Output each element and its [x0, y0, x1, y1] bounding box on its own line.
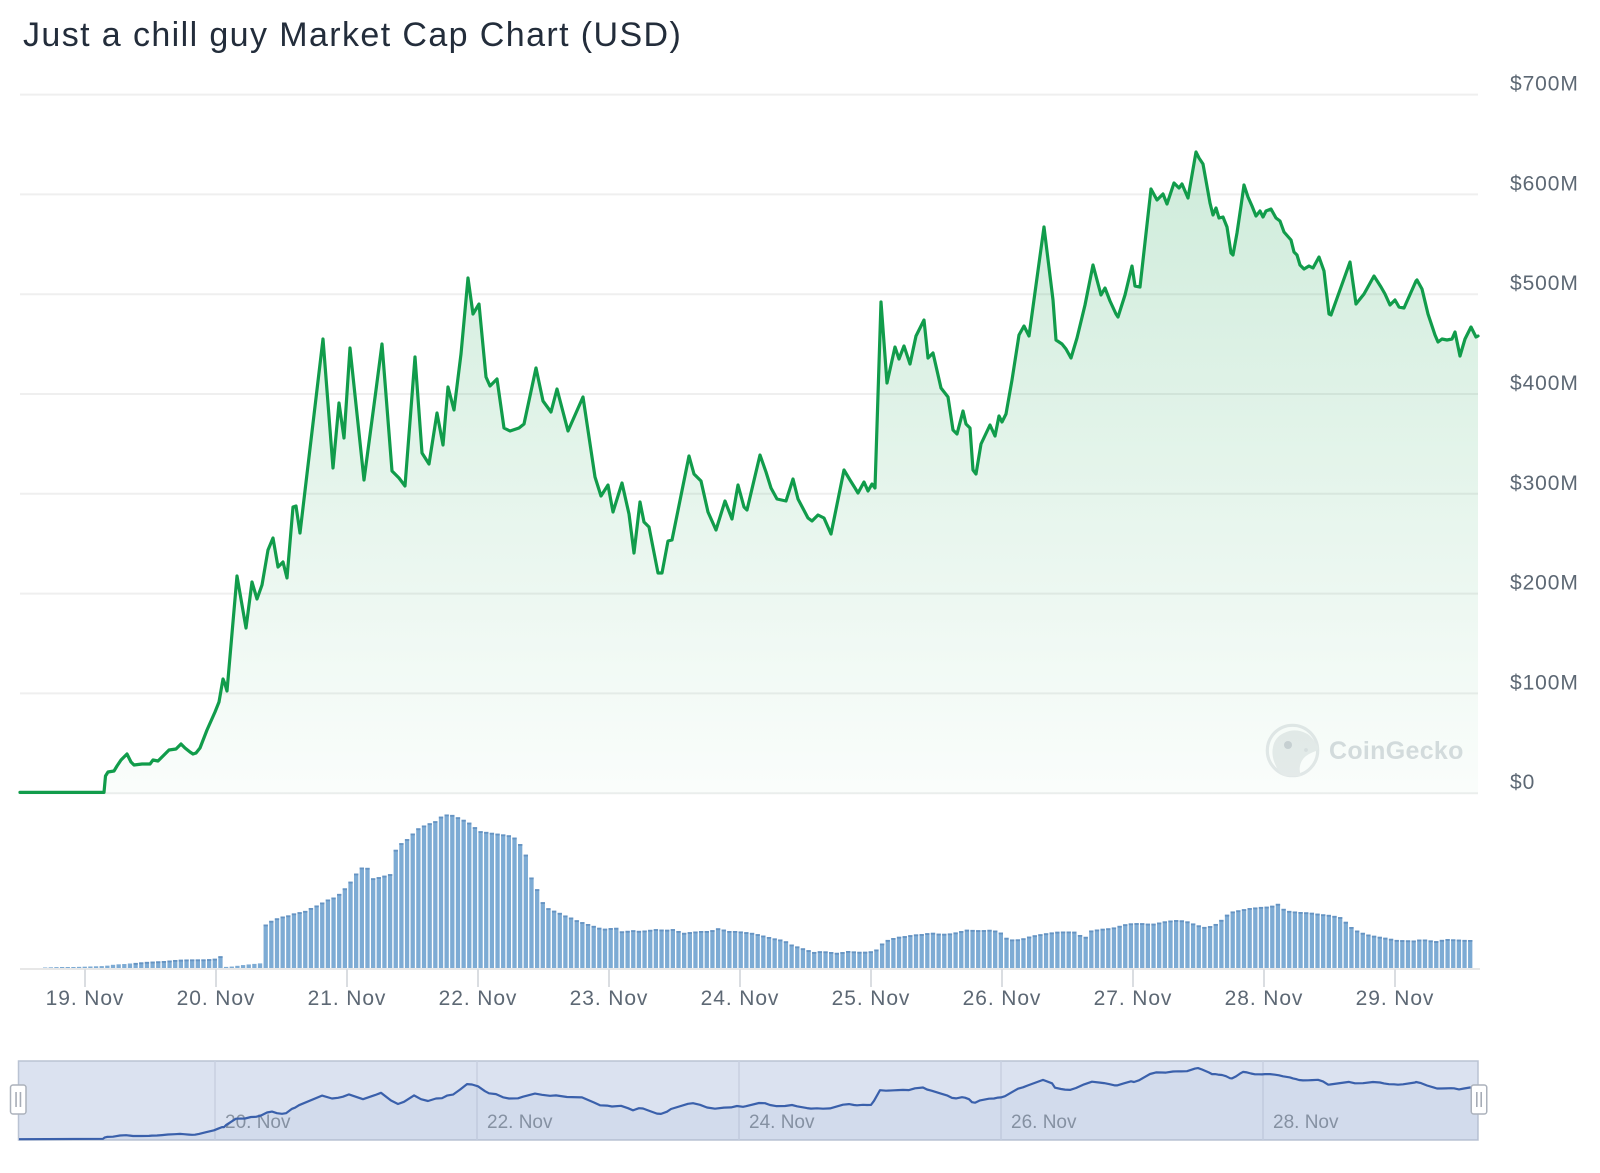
- svg-text:29. Nov: 29. Nov: [1356, 987, 1435, 1010]
- svg-text:28. Nov: 28. Nov: [1273, 1112, 1339, 1133]
- svg-text:20. Nov: 20. Nov: [225, 1112, 291, 1133]
- svg-text:22. Nov: 22. Nov: [487, 1112, 553, 1133]
- svg-text:24. Nov: 24. Nov: [701, 987, 780, 1010]
- svg-text:$500M: $500M: [1510, 272, 1579, 295]
- svg-text:$600M: $600M: [1510, 172, 1579, 195]
- svg-text:20. Nov: 20. Nov: [177, 987, 256, 1010]
- svg-text:21. Nov: 21. Nov: [308, 987, 387, 1010]
- svg-text:$700M: $700M: [1510, 73, 1579, 96]
- svg-text:26. Nov: 26. Nov: [963, 987, 1042, 1010]
- svg-text:$400M: $400M: [1510, 372, 1579, 395]
- svg-text:$200M: $200M: [1510, 572, 1579, 595]
- svg-text:28. Nov: 28. Nov: [1225, 987, 1304, 1010]
- svg-text:25. Nov: 25. Nov: [832, 987, 911, 1010]
- svg-text:26. Nov: 26. Nov: [1011, 1112, 1077, 1133]
- svg-text:27. Nov: 27. Nov: [1094, 987, 1173, 1010]
- svg-text:23. Nov: 23. Nov: [570, 987, 649, 1010]
- svg-text:$100M: $100M: [1510, 671, 1579, 694]
- svg-text:24. Nov: 24. Nov: [749, 1112, 815, 1133]
- svg-text:19. Nov: 19. Nov: [46, 987, 125, 1010]
- svg-text:22. Nov: 22. Nov: [439, 987, 518, 1010]
- svg-text:$300M: $300M: [1510, 472, 1579, 495]
- svg-text:Just a chill guy Market Cap Ch: Just a chill guy Market Cap Chart (USD): [23, 16, 682, 54]
- svg-text:$0: $0: [1510, 771, 1535, 794]
